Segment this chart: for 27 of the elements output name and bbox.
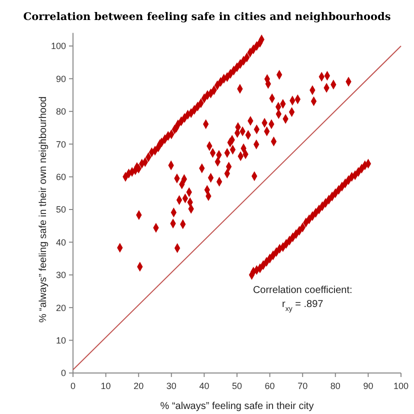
x-tick-label: 0: [70, 381, 76, 391]
x-tick-label: 40: [199, 381, 210, 391]
y-tick-label: 80: [56, 106, 66, 117]
y-tick-label: 0: [60, 368, 66, 378]
y-axis-title: % “always” feeling safe in their own neighbourhood: [38, 96, 49, 323]
x-tick-label: 90: [363, 381, 374, 391]
x-tick-label: 70: [298, 381, 308, 391]
x-tick-label: 60: [264, 381, 275, 391]
x-axis-title: % “always” feeling safe in their city: [160, 401, 314, 412]
y-tick-label: 70: [56, 139, 66, 150]
y-tick-label: 20: [56, 302, 66, 313]
y-tick-label: 60: [56, 172, 66, 182]
y-tick-label: 10: [56, 335, 66, 346]
y-tick-label: 40: [56, 237, 66, 248]
annotation: Correlation coefficient:: [252, 285, 352, 296]
x-tick-label: 80: [330, 381, 340, 391]
x-tick-label: 20: [134, 381, 144, 391]
y-tick-label: 90: [56, 74, 66, 84]
x-tick-label: 30: [166, 381, 176, 391]
y-tick-label: 100: [50, 41, 66, 52]
x-tick-label: 100: [393, 381, 409, 391]
x-tick-label: 50: [232, 381, 242, 391]
annotation: r$_{xy}$ = .897: [282, 299, 324, 313]
y-tick-label: 50: [56, 204, 66, 215]
chart-title: Correlation between feeling safe in cities and neighbourhoods: [23, 11, 391, 23]
y-tick-label: 30: [56, 270, 66, 280]
x-tick-label: 10: [100, 381, 111, 391]
